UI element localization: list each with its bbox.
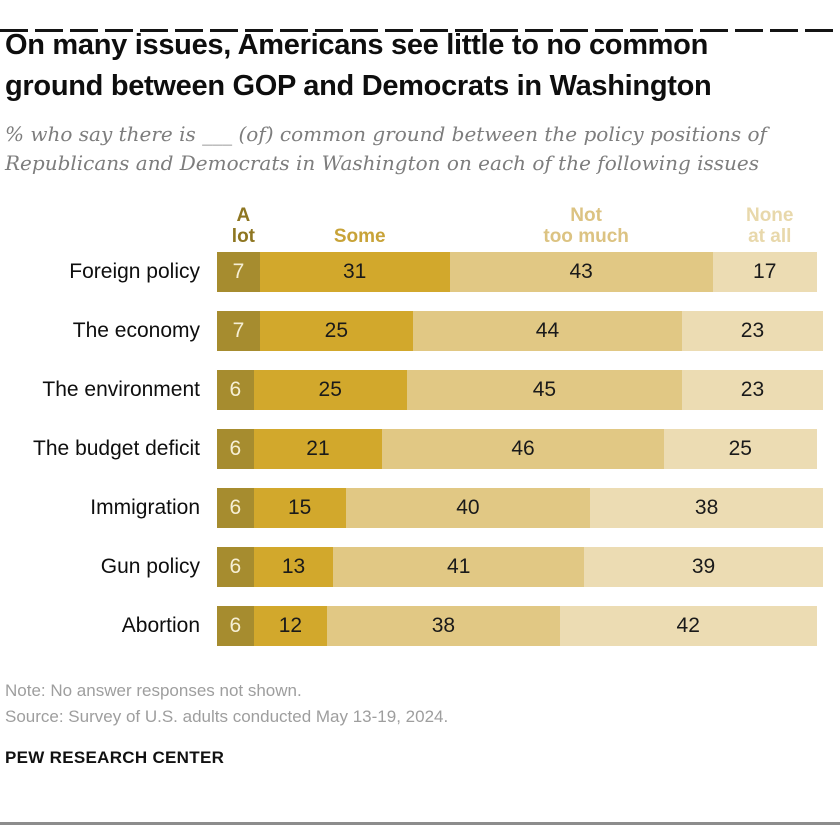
category-label: The budget deficit bbox=[33, 437, 200, 460]
bottom-border bbox=[0, 822, 840, 825]
bar-segment-not-too-much: 40 bbox=[345, 488, 591, 528]
segment-value: 45 bbox=[532, 378, 557, 401]
bar-segment-none-at-all: 42 bbox=[559, 606, 817, 646]
bar-row-foreign-policy: Foreign policy 7 31 43 17 bbox=[5, 252, 830, 292]
legend-label-none-at-all: None at all bbox=[745, 205, 794, 247]
category-label: Immigration bbox=[90, 496, 200, 519]
legend-label-some: Some bbox=[333, 226, 386, 247]
segment-value: 25 bbox=[324, 319, 348, 342]
segment-value: 25 bbox=[318, 378, 342, 401]
bar-segment-none-at-all: 25 bbox=[663, 429, 817, 469]
bar-segment-some: 25 bbox=[259, 311, 413, 351]
title-line-2: ground between GOP and Democrats in Wash… bbox=[5, 70, 712, 102]
brand-label: PEW RESEARCH CENTER bbox=[5, 748, 225, 767]
segment-value: 7 bbox=[232, 319, 245, 342]
chart-page: On many issues, Americans see little to … bbox=[0, 25, 840, 829]
segment-value: 38 bbox=[694, 496, 719, 519]
segment-value: 6 bbox=[229, 555, 242, 578]
segment-value: 44 bbox=[535, 319, 560, 342]
bar-segment-a-lot: 7 bbox=[217, 311, 260, 351]
segment-value: 12 bbox=[278, 614, 303, 637]
bar-segment-none-at-all: 39 bbox=[584, 547, 823, 587]
segment-value: 42 bbox=[676, 614, 700, 637]
bar-track: 6 12 38 42 bbox=[217, 606, 829, 646]
bar-segment-some: 12 bbox=[253, 606, 328, 646]
legend-label-not-too-much: Not too much bbox=[543, 205, 629, 247]
segment-value: 15 bbox=[287, 496, 312, 519]
bar-segment-a-lot: 6 bbox=[217, 429, 254, 469]
bar-segment-none-at-all: 23 bbox=[682, 370, 823, 410]
segment-value: 17 bbox=[753, 260, 777, 283]
bar-row-the-budget-deficit: The budget deficit 6 21 46 25 bbox=[5, 429, 830, 469]
bar-segment-some: 21 bbox=[253, 429, 383, 469]
bar-segment-a-lot: 7 bbox=[217, 252, 260, 292]
segment-value: 31 bbox=[343, 260, 367, 283]
bar-segment-some: 25 bbox=[253, 370, 407, 410]
bar-row-the-economy: The economy 7 25 44 23 bbox=[5, 311, 830, 351]
note-text: Note: No answer responses not shown. bbox=[5, 681, 302, 700]
segment-value: 6 bbox=[229, 496, 242, 519]
bar-row-immigration: Immigration 6 15 40 38 bbox=[5, 488, 830, 528]
segment-value: 23 bbox=[740, 319, 765, 342]
category-label: The economy bbox=[72, 319, 200, 342]
segment-value: 43 bbox=[569, 260, 593, 283]
segment-value: 41 bbox=[447, 555, 471, 578]
top-dashed-border bbox=[0, 29, 840, 32]
bar-rows: Foreign policy 7 31 43 17 The economy 7 25 44 23 T… bbox=[5, 252, 830, 646]
footer-notes: Note: No answer responses not shown. Sou… bbox=[5, 678, 830, 730]
segment-value: 6 bbox=[229, 378, 242, 401]
bar-track: 6 25 45 23 bbox=[217, 370, 829, 410]
bar-segment-some: 31 bbox=[259, 252, 450, 292]
chart-subtitle: % who say there is ___ (of) common groun… bbox=[5, 120, 830, 178]
bar-segment-some: 15 bbox=[253, 488, 346, 528]
bar-segment-a-lot: 6 bbox=[217, 488, 254, 528]
bar-segment-not-too-much: 46 bbox=[382, 429, 664, 469]
subtitle-line-2: Republicans and Democrats in Washington … bbox=[5, 151, 760, 175]
bar-segment-not-too-much: 44 bbox=[412, 311, 683, 351]
bar-segment-some: 13 bbox=[253, 547, 334, 587]
bar-track: 7 31 43 17 bbox=[217, 252, 829, 292]
category-label: Abortion bbox=[121, 614, 200, 637]
segment-value: 25 bbox=[728, 437, 752, 460]
bar-track: 7 25 44 23 bbox=[217, 311, 829, 351]
bar-segment-not-too-much: 38 bbox=[327, 606, 560, 646]
segment-value: 23 bbox=[740, 378, 765, 401]
bar-segment-not-too-much: 41 bbox=[333, 547, 585, 587]
category-label: Foreign policy bbox=[69, 260, 200, 283]
category-label: The environment bbox=[42, 378, 200, 401]
segment-value: 39 bbox=[691, 555, 716, 578]
segment-value: 38 bbox=[431, 614, 456, 637]
bar-segment-none-at-all: 23 bbox=[682, 311, 823, 351]
subtitle-line-1: % who say there is ___ (of) common groun… bbox=[5, 122, 767, 146]
page-title: On many issues, Americans see little to … bbox=[5, 25, 830, 107]
bar-row-gun-policy: Gun policy 6 13 41 39 bbox=[5, 547, 830, 587]
bar-segment-none-at-all: 17 bbox=[712, 252, 817, 292]
bar-segment-not-too-much: 45 bbox=[406, 370, 683, 410]
category-label: Gun policy bbox=[100, 555, 200, 578]
segment-value: 40 bbox=[456, 496, 480, 519]
bar-track: 6 15 40 38 bbox=[217, 488, 829, 528]
segment-value: 21 bbox=[306, 437, 330, 460]
bar-segment-a-lot: 6 bbox=[217, 606, 254, 646]
segment-value: 6 bbox=[229, 614, 242, 637]
bar-row-abortion: Abortion 6 12 38 42 bbox=[5, 606, 830, 646]
bar-row-the-environment: The environment 6 25 45 23 bbox=[5, 370, 830, 410]
segment-value: 7 bbox=[232, 260, 245, 283]
bar-segment-none-at-all: 38 bbox=[590, 488, 823, 528]
bar-track: 6 13 41 39 bbox=[217, 547, 829, 587]
title-line-1: On many issues, Americans see little to … bbox=[5, 29, 708, 61]
segment-value: 13 bbox=[281, 555, 306, 578]
bar-segment-not-too-much: 43 bbox=[449, 252, 713, 292]
segment-value: 6 bbox=[229, 437, 242, 460]
bar-segment-a-lot: 6 bbox=[217, 370, 254, 410]
bar-track: 6 21 46 25 bbox=[217, 429, 829, 469]
source-text: Source: Survey of U.S. adults conducted … bbox=[5, 707, 449, 726]
segment-value: 46 bbox=[511, 437, 535, 460]
bar-segment-a-lot: 6 bbox=[217, 547, 254, 587]
